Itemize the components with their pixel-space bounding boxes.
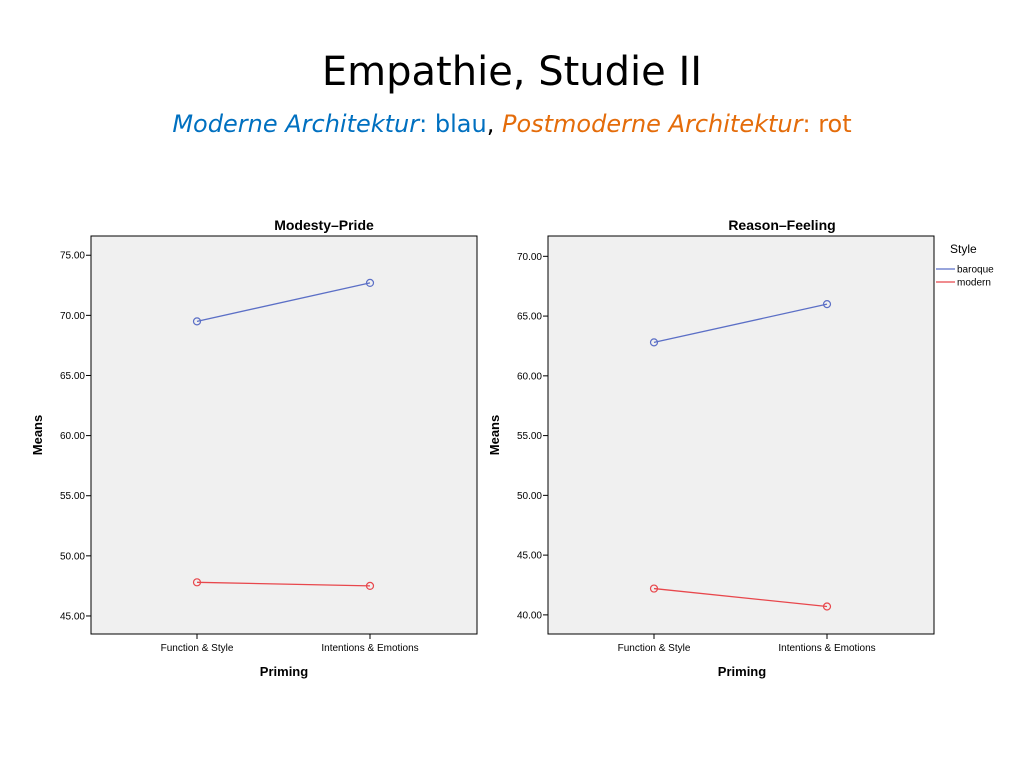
- chart2-series-baroque-point: [649, 338, 659, 347]
- chart1-series-baroque-line: [196, 282, 371, 323]
- chart2-title: Reason–Feeling: [728, 217, 835, 233]
- subtitle-separator: ,: [486, 110, 495, 138]
- chart2-series-modern-point: [649, 584, 659, 593]
- chart1-y-tick-label: 60.00: [60, 431, 85, 442]
- modern-color-word: : blau: [419, 110, 487, 138]
- chart1-y-tick-label: 50.00: [60, 551, 85, 562]
- chart2-series-modern-point: [822, 602, 832, 611]
- chart2-y-tick-label: 50.00: [517, 491, 542, 502]
- chart1-y-tick-label: 65.00: [60, 371, 85, 382]
- chart2-y-tick-label: 65.00: [517, 312, 542, 323]
- chart2-y-axis-label: Means: [487, 415, 502, 455]
- chart2-x-axis-label: Priming: [718, 664, 766, 679]
- chart2-plot-area: [547, 235, 935, 635]
- chart1-series-modern-point: [365, 581, 375, 591]
- slide-subtitle: Moderne Architektur: blau, Postmoderne A…: [0, 110, 1024, 139]
- legend-label-modern: modern: [957, 278, 991, 289]
- chart1-y-tick-label: 70.00: [60, 311, 85, 322]
- legend-label-baroque: baroque: [957, 265, 994, 276]
- chart1-x-axis-label: Priming: [260, 664, 308, 679]
- chart1-title: Modesty–Pride: [274, 217, 374, 233]
- chart2-y-tick-label: 60.00: [517, 371, 542, 382]
- chart2-x-tick-label: Intentions & Emotions: [778, 643, 875, 654]
- chart1-x-tick-label: Function & Style: [161, 643, 234, 654]
- modern-architecture-label: Moderne Architektur: [172, 110, 420, 138]
- chart1-plot-area: [90, 235, 478, 635]
- chart1-series-modern-point: [192, 578, 202, 587]
- chart2-y-tick-label: 45.00: [517, 551, 542, 562]
- slide-title: Empathie, Studie II: [321, 49, 703, 95]
- chart1-x-tick-label: Intentions & Emotions: [321, 643, 418, 654]
- chart2-y-tick-label: 55.00: [517, 431, 542, 442]
- chart2-series-baroque-line: [653, 303, 828, 344]
- chart1-series-baroque-point: [365, 278, 375, 287]
- legend-title: Style: [950, 242, 977, 256]
- postmodern-architecture-label: Postmoderne Architektur: [501, 110, 803, 138]
- chart2-series-baroque-point: [822, 300, 832, 309]
- chart2-x-tick-label: Function & Style: [618, 643, 691, 654]
- chart2-series-modern-line: [653, 587, 828, 608]
- postmodern-color-word: : rot: [802, 110, 852, 138]
- chart1-y-tick-label: 55.00: [60, 491, 85, 502]
- chart2-y-tick-label: 70.00: [517, 252, 542, 263]
- chart1-y-tick-label: 75.00: [60, 251, 85, 262]
- chart2-y-tick-label: 40.00: [517, 610, 542, 621]
- chart1-series-modern-line: [196, 581, 371, 587]
- chart1-series-baroque-point: [192, 317, 202, 326]
- chart1-y-tick-label: 45.00: [60, 611, 85, 622]
- chart1-y-axis-label: Means: [30, 415, 45, 455]
